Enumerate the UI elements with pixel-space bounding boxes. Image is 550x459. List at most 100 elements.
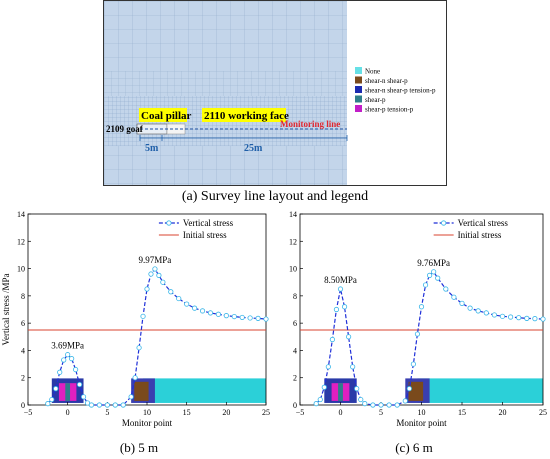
- vertical-stress-point: [156, 272, 162, 278]
- legend-swatch: [355, 105, 362, 112]
- y-tick-label: 0: [293, 401, 297, 410]
- vertical-stress-point: [199, 308, 206, 314]
- vertical-stress-point: [402, 398, 408, 404]
- goaf-zone-strip: [417, 378, 543, 403]
- vertical-stress-point: [184, 301, 190, 307]
- legend-vertical-stress-label: Vertical stress: [458, 218, 509, 228]
- mesh-upper: [104, 1, 347, 71]
- vertical-stress-point: [69, 356, 75, 362]
- vertical-stress-point: [491, 312, 497, 318]
- x-tick-label: 5: [105, 408, 109, 417]
- vertical-stress-point: [263, 316, 269, 322]
- caption-c: (c) 6 m: [395, 440, 433, 455]
- vertical-stress-point: [104, 402, 110, 408]
- x-tick-label: −5: [24, 408, 33, 417]
- peak-annotation: 9.76MPa: [417, 258, 450, 268]
- vertical-stress-point: [49, 396, 55, 403]
- legend-swatch: [355, 95, 362, 103]
- y-tick-label: 12: [17, 237, 25, 246]
- vertical-stress-point: [321, 384, 327, 390]
- vertical-stress-point: [516, 315, 522, 321]
- vertical-stress-point: [435, 275, 441, 281]
- vertical-stress-point: [45, 401, 51, 407]
- vertical-stress-point: [96, 402, 103, 408]
- vertical-stress-point: [313, 401, 319, 407]
- vertical-stress-point: [132, 375, 138, 381]
- vertical-stress-point: [532, 316, 538, 322]
- y-tick-label: 12: [289, 237, 297, 246]
- vertical-stress-point: [140, 313, 146, 319]
- vertical-stress-point: [168, 289, 174, 295]
- pillar-center: [338, 383, 343, 401]
- vertical-stress-point: [524, 315, 530, 321]
- legend-label: shear-p tension-p: [365, 106, 414, 114]
- vertical-stress-point: [144, 286, 150, 292]
- monitoring-line-label: Monitoring line: [280, 119, 340, 129]
- x-tick-label: 15: [183, 408, 191, 417]
- vertical-stress-point: [76, 381, 83, 388]
- x-tick-label: 10: [143, 408, 151, 417]
- y-tick-label: 6: [293, 319, 297, 328]
- vertical-stress-point: [329, 336, 336, 343]
- pillar-center: [65, 383, 71, 401]
- y-tick-label: 2: [293, 374, 297, 383]
- vertical-stress-point: [346, 334, 352, 340]
- legend-swatch: [355, 86, 362, 93]
- vertical-stress-point: [475, 308, 481, 314]
- vertical-stress-point: [451, 294, 457, 300]
- legend-vertical-stress-label: Vertical stress: [183, 218, 234, 228]
- vertical-stress-point: [247, 315, 253, 321]
- vertical-stress-point: [192, 305, 198, 311]
- x-axis-label: Monitor point: [396, 418, 447, 428]
- vertical-stress-point: [84, 400, 91, 406]
- legend-label: shear-p: [365, 96, 386, 104]
- vertical-stress-point: [341, 304, 348, 310]
- vertical-stress-point: [65, 352, 71, 358]
- vertical-stress-point: [325, 364, 331, 370]
- vertical-stress-point: [73, 366, 79, 373]
- vertical-stress-point: [354, 386, 360, 392]
- vertical-stress-point: [231, 313, 237, 320]
- vertical-stress-point: [57, 369, 63, 375]
- vertical-stress-point: [508, 314, 514, 320]
- goaf-label: 2109 goaf: [106, 124, 144, 134]
- y-tick-label: 4: [21, 346, 25, 355]
- vertical-stress-point: [128, 394, 134, 400]
- x-tick-label: 0: [66, 408, 70, 417]
- vertical-stress-point: [414, 331, 421, 337]
- legend-swatch: [355, 76, 362, 84]
- x-axis-label: Monitor point: [122, 418, 173, 428]
- working-face-core: [134, 381, 149, 401]
- vertical-stress-line: [315, 270, 544, 406]
- vertical-stress-point: [80, 394, 87, 400]
- vertical-stress-point: [362, 401, 368, 407]
- survey-layout-panel: Coal pillar 2110 working face 2109 goaf …: [103, 0, 447, 186]
- y-tick-label: 14: [289, 210, 297, 219]
- vertical-stress-point: [255, 315, 261, 321]
- vertical-stress-point: [459, 300, 465, 306]
- vertical-stress-point: [394, 402, 400, 408]
- y-axis-label: Vertical stress /MPa: [1, 274, 11, 346]
- vertical-stress-point: [120, 402, 126, 408]
- y-tick-label: 6: [21, 319, 25, 328]
- y-tick-label: 14: [17, 210, 25, 219]
- legend-vertical-stress-marker: [441, 220, 447, 226]
- vertical-stress-point: [337, 286, 344, 292]
- legend-initial-stress-label: Initial stress: [458, 230, 502, 240]
- peak-annotation: 9.97MPa: [139, 255, 172, 265]
- y-tick-label: 8: [293, 292, 297, 301]
- x-tick-label: 25: [262, 408, 270, 417]
- vertical-stress-point: [418, 304, 425, 310]
- working-face-highlight: [202, 108, 286, 122]
- survey-layout-diagram: Coal pillar 2110 working face 2109 goaf …: [104, 1, 436, 185]
- vertical-stress-point: [378, 402, 384, 408]
- vertical-stress-point: [467, 305, 473, 311]
- y-tick-label: 2: [21, 374, 25, 383]
- x-tick-label: 10: [418, 408, 426, 417]
- x-tick-label: 20: [222, 408, 230, 417]
- caption-a: (a) Survey line layout and legend: [181, 189, 369, 204]
- vertical-stress-point: [540, 316, 546, 322]
- legend-vertical-stress-marker: [166, 220, 172, 226]
